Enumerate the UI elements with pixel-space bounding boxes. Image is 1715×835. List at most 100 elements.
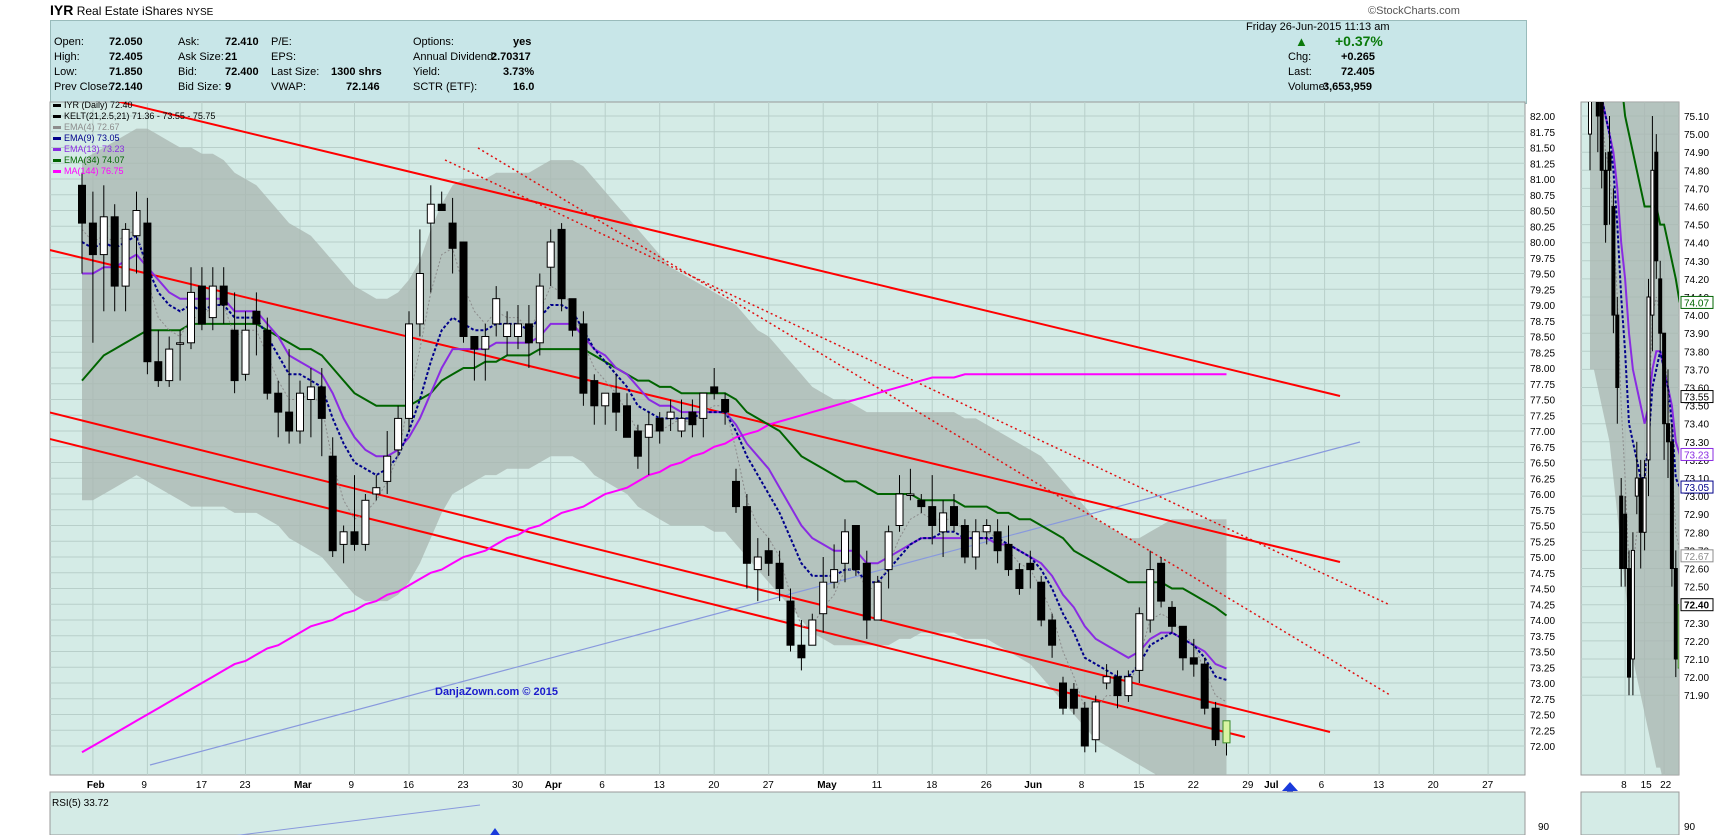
candle-body — [121, 228, 130, 287]
pe-label: P/E: — [271, 36, 292, 48]
candle-body — [666, 411, 675, 419]
price-tick-label: 79.25 — [1530, 285, 1555, 296]
price-tag-box — [1680, 549, 1714, 563]
zoom-date-label: 8 — [1621, 780, 1627, 791]
bid-value: 72.400 — [225, 66, 259, 78]
candle-body — [1091, 701, 1100, 741]
candle-body — [448, 222, 457, 249]
bid-size-value: 9 — [225, 81, 232, 93]
candle-body — [830, 569, 839, 583]
zoom-tick-label: 73.60 — [1684, 384, 1709, 395]
price-tick-label: 77.50 — [1530, 396, 1555, 407]
trend-line — [50, 437, 1246, 738]
credit: ©StockCharts.com — [1368, 5, 1460, 17]
price-tag-label: 74.07 — [1684, 298, 1709, 309]
candle-body — [917, 499, 926, 508]
candle-body — [732, 480, 740, 508]
rsi-tick: 90 — [1538, 822, 1550, 833]
price-tag-box — [1680, 598, 1714, 612]
candle-body — [88, 222, 97, 256]
price-tag-box — [1680, 447, 1714, 461]
candle-body — [590, 380, 599, 407]
candle-body — [1200, 663, 1209, 709]
zoom-tick-label: 72.30 — [1684, 619, 1709, 630]
date-tick-label: 13 — [654, 780, 666, 791]
candle-body — [928, 506, 937, 527]
price-tick-label: 74.50 — [1530, 585, 1555, 596]
low-value: 71.850 — [109, 66, 143, 78]
zoom-tick-label: 71.90 — [1684, 691, 1709, 702]
ema34-line — [81, 322, 1228, 617]
keltner-channel — [82, 128, 1227, 775]
zoom-tick-label: 72.10 — [1684, 655, 1709, 666]
price-tick-label: 75.00 — [1530, 553, 1555, 564]
price-tick-label: 77.75 — [1530, 380, 1555, 391]
candle-body — [306, 386, 315, 400]
candle-body — [1654, 151, 1659, 262]
legend-entry: EMA(4) 72.67 — [64, 122, 120, 132]
candle-body — [383, 455, 392, 482]
candle-body — [841, 531, 849, 564]
candle-body — [503, 323, 512, 337]
trend-line — [116, 102, 1341, 397]
date-tick-label: 18 — [926, 780, 938, 791]
vwap-value: 72.146 — [346, 81, 380, 93]
candle-body — [1178, 625, 1187, 659]
date-tick-label: 6 — [599, 780, 605, 791]
candle-body — [317, 386, 326, 419]
candle-body — [742, 506, 751, 564]
candle-body — [241, 329, 250, 375]
candle-body — [546, 241, 555, 268]
price-tick-label: 74.75 — [1530, 569, 1555, 580]
candle-body — [394, 417, 403, 451]
candle-body — [688, 411, 697, 426]
candle-body — [1619, 495, 1624, 570]
price-tick-label: 81.25 — [1530, 159, 1555, 170]
date-tick-label: 20 — [1428, 780, 1440, 791]
candle-body — [819, 581, 828, 615]
price-tick-label: 79.50 — [1530, 270, 1555, 281]
date-axis: Feb 9 17 23 Mar 9 16 23 30 Apr 6 13 20 27 May 11 18 26 Jun… — [87, 780, 1494, 791]
trend-line — [477, 147, 1391, 696]
candle-body — [1607, 151, 1612, 171]
date-tick-label: 22 — [1188, 780, 1200, 791]
price-tag-label: 73.23 — [1684, 450, 1709, 461]
candle-body — [895, 493, 904, 526]
date-tick-label: 26 — [981, 780, 993, 791]
candle-body — [1037, 581, 1046, 621]
date-tick-label: 9 — [349, 780, 355, 791]
ask-size-value: 21 — [225, 51, 238, 63]
date-tick-label: 8 — [1079, 780, 1085, 791]
date-tick-label: 29 — [1242, 780, 1254, 791]
price-tick-label: 72.00 — [1530, 742, 1555, 753]
price-tick-label: 82.00 — [1530, 112, 1555, 123]
candle-body — [851, 525, 860, 571]
security-name: Real Estate iShares — [76, 4, 183, 18]
candle-body — [296, 392, 304, 432]
date-tick-label: 27 — [763, 780, 775, 791]
candle-body — [1080, 707, 1089, 747]
options-value: yes — [513, 36, 532, 48]
candle-body — [1662, 332, 1667, 425]
last-label: Last: — [1288, 66, 1312, 78]
exchange: NYSE — [186, 7, 214, 18]
ask-value: 72.410 — [225, 36, 259, 48]
candle-body — [187, 291, 195, 344]
price-tick-label: 73.00 — [1530, 679, 1555, 690]
pct-change: +0.37% — [1335, 33, 1383, 49]
candle-body — [677, 417, 686, 432]
price-tick-label: 80.00 — [1530, 238, 1555, 249]
candle-body — [176, 342, 185, 345]
zoom-tick-label: 75.10 — [1684, 112, 1709, 123]
prev-close-label: Prev Close: — [54, 81, 111, 93]
zoom-tick-label: 73.90 — [1684, 329, 1709, 340]
zoom-candlesticks — [1588, 102, 1679, 696]
candle-body — [753, 556, 762, 571]
price-tick-label: 72.50 — [1530, 711, 1555, 722]
sctr-label: SCTR (ETF): — [413, 81, 478, 93]
trend-line — [444, 159, 1391, 606]
rsi-trendline — [235, 804, 481, 835]
candle-body — [655, 417, 664, 432]
candle-body — [1673, 568, 1678, 660]
